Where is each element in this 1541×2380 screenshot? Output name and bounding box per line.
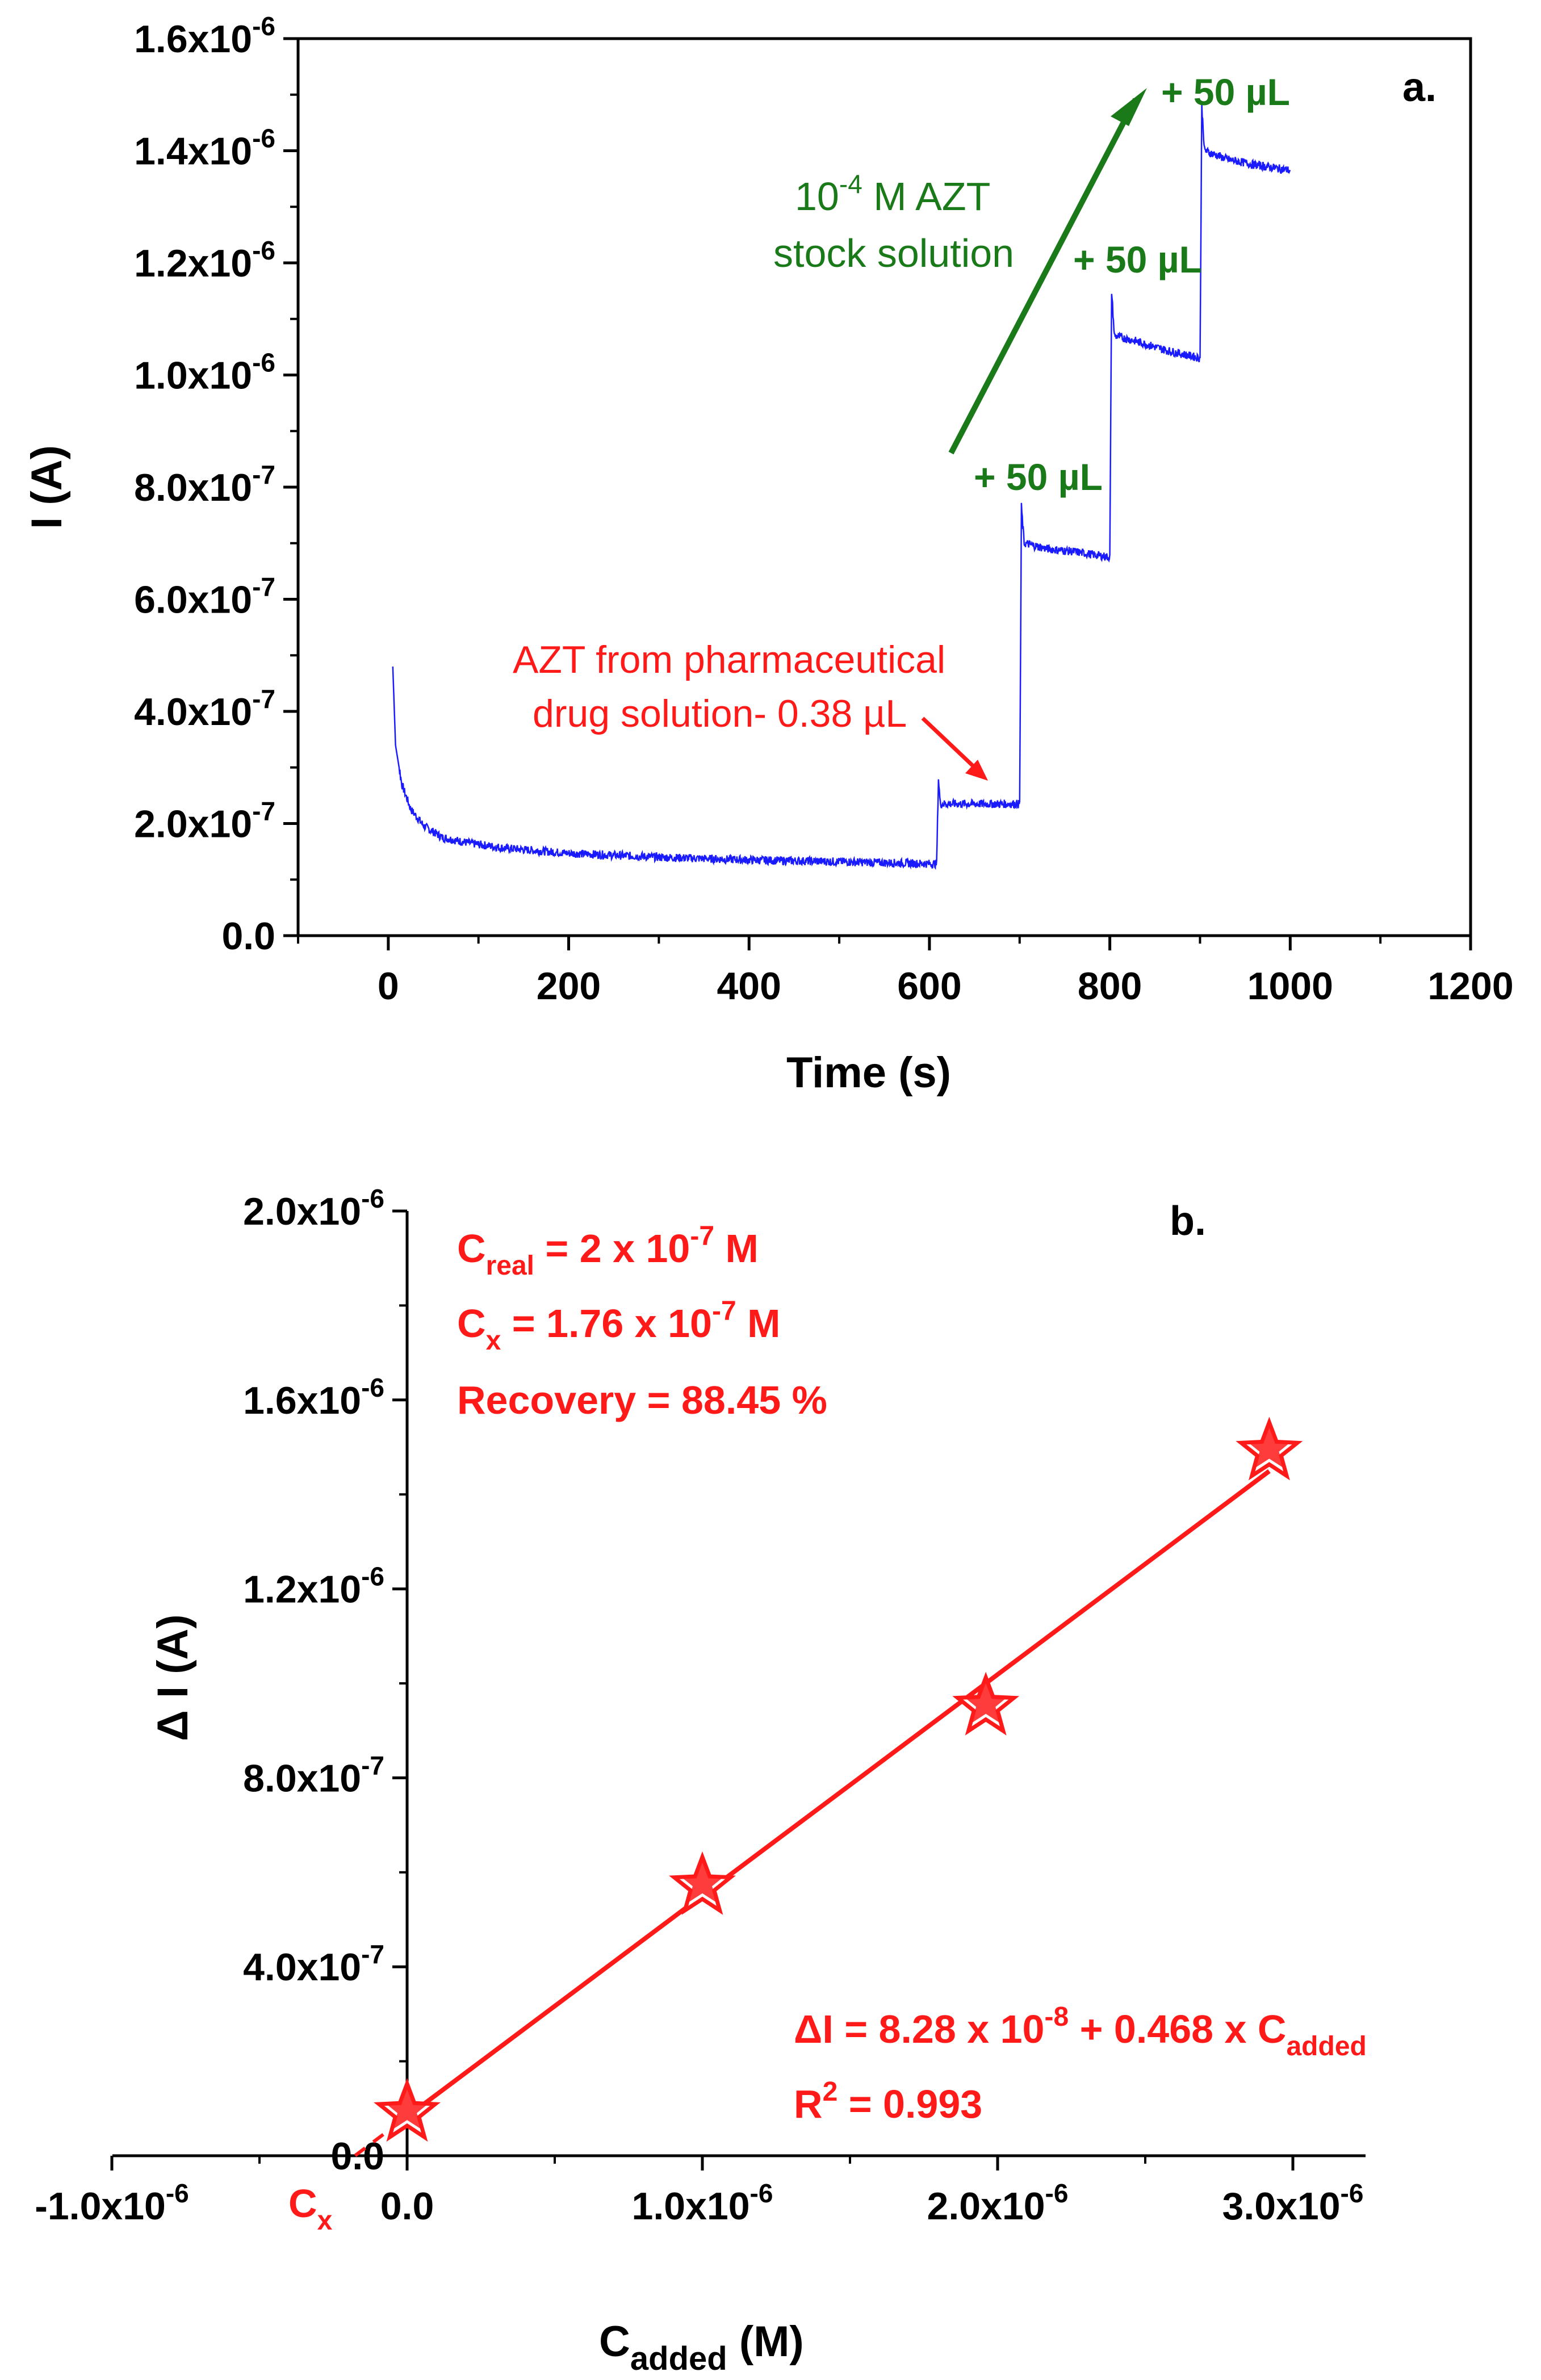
panel-a: 0.0 2.0x10-7 4.0x10-7 6.0x10-7 8.0x10-7 1.0x1… xyxy=(23,11,1514,1097)
cx-axis-marker: Cx xyxy=(288,2181,333,2236)
panel-a-label: a. xyxy=(1402,65,1437,110)
panel-b-ticks xyxy=(110,1209,1295,2171)
stock-annotation-line2: stock solution xyxy=(773,231,1014,275)
xtick-label: 2.0x10-6 xyxy=(927,2178,1069,2228)
xtick-label: 200 xyxy=(537,965,601,1008)
ytick-label: 2.0x10-6 xyxy=(243,1184,384,1233)
ytick-label: 1.4x10-6 xyxy=(134,124,275,173)
panel-a-xtick-labels: 0 200 400 600 800 1000 1200 xyxy=(378,965,1514,1008)
pharma-arrow-line xyxy=(921,716,978,771)
ytick-label: 8.0x10-7 xyxy=(243,1750,384,1800)
xtick-label: 800 xyxy=(1078,965,1142,1008)
panel-a-xlabel: Time (s) xyxy=(786,1049,951,1097)
panel-b-ytick-labels: 0.04.0x10-78.0x10-71.2x10-61.6x10-62.0x1… xyxy=(243,1184,384,2178)
xtick-label: -1.0x10-6 xyxy=(35,2178,189,2228)
stock-arrow-head xyxy=(1111,88,1147,126)
ytick-label: 8.0x10-7 xyxy=(134,460,275,509)
data-point-fill xyxy=(963,1679,1009,1723)
ytick-label: 1.2x10-6 xyxy=(243,1562,384,1611)
panel-b-xlabel: Cadded (M) xyxy=(599,2318,804,2377)
xtick-label: 3.0x10-6 xyxy=(1222,2178,1364,2228)
xtick-label: 0 xyxy=(378,965,399,1008)
ytick-label: 2.0x10-7 xyxy=(134,797,275,846)
data-point-fill xyxy=(384,2086,430,2130)
panel-b: 0.0 4.0x10-7 8.0x10-7 1.2x10-6 1.6x10-6 2.0x1… xyxy=(35,1184,1367,2377)
panel-b-label: b. xyxy=(1170,1199,1206,1244)
panel-a-ytick-labels: 0.0 2.0x10-7 4.0x10-7 6.0x10-7 8.0x10-7 1.0x1… xyxy=(134,11,275,958)
recovery-annotation: Recovery = 88.45 % xyxy=(457,1378,827,1422)
panel-b-ylabel: Δ I (A) xyxy=(149,1614,197,1741)
panel-a-ticks xyxy=(283,37,1472,950)
ytick-label: 4.0x10-7 xyxy=(134,684,275,734)
ytick-label: 4.0x10-7 xyxy=(243,1939,384,1989)
add-label-3: + 50 µL xyxy=(1161,71,1290,113)
data-point-fill xyxy=(1246,1424,1292,1468)
pharma-annotation-line1: AZT from pharmaceutical xyxy=(513,638,945,681)
ytick-label: 1.6x10-6 xyxy=(134,11,275,61)
pharma-annotation-line2: drug solution- 0.38 µL xyxy=(533,692,907,735)
r-squared: R2 = 0.993 xyxy=(794,2077,982,2126)
ytick-label: 6.0x10-7 xyxy=(134,572,275,622)
ytick-label: 1.2x10-6 xyxy=(134,236,275,285)
stock-arrow-line xyxy=(948,98,1138,455)
panel-b-xtick-labels: -1.0x10-6 0.0 1.0x10-6 2.0x10-6 3.0x10-6 xyxy=(35,2178,1363,2228)
creal-annotation: Creal = 2 x 10-7 M xyxy=(457,1221,759,1281)
add-label-1: + 50 µL xyxy=(974,456,1103,498)
pharma-arrow-head xyxy=(965,760,988,781)
data-points xyxy=(374,1417,1303,2142)
xtick-label: 1200 xyxy=(1427,965,1513,1008)
fit-line xyxy=(405,1469,1271,2119)
current-trace xyxy=(392,103,1291,870)
cx-annotation: Cx = 1.76 x 10-7 M xyxy=(457,1296,780,1356)
ytick-label: 1.6x10-6 xyxy=(243,1373,384,1422)
add-label-2: + 50 µL xyxy=(1073,238,1202,280)
panel-a-ylabel: I (A) xyxy=(23,445,71,529)
xtick-label: 0.0 xyxy=(380,2185,434,2228)
regression-equation: ΔI = 8.28 x 10-8 + 0.468 x Cadded xyxy=(794,2002,1367,2061)
xtick-label: 400 xyxy=(717,965,781,1008)
stock-annotation-line1: 10-4 M AZT xyxy=(795,169,990,219)
xtick-label: 1000 xyxy=(1247,965,1333,1008)
xtick-label: 1.0x10-6 xyxy=(632,2178,773,2228)
ytick-label: 1.0x10-6 xyxy=(134,348,275,397)
ytick-label: 0.0 xyxy=(221,915,275,958)
xtick-label: 600 xyxy=(897,965,961,1008)
data-point-fill xyxy=(680,1859,725,1903)
